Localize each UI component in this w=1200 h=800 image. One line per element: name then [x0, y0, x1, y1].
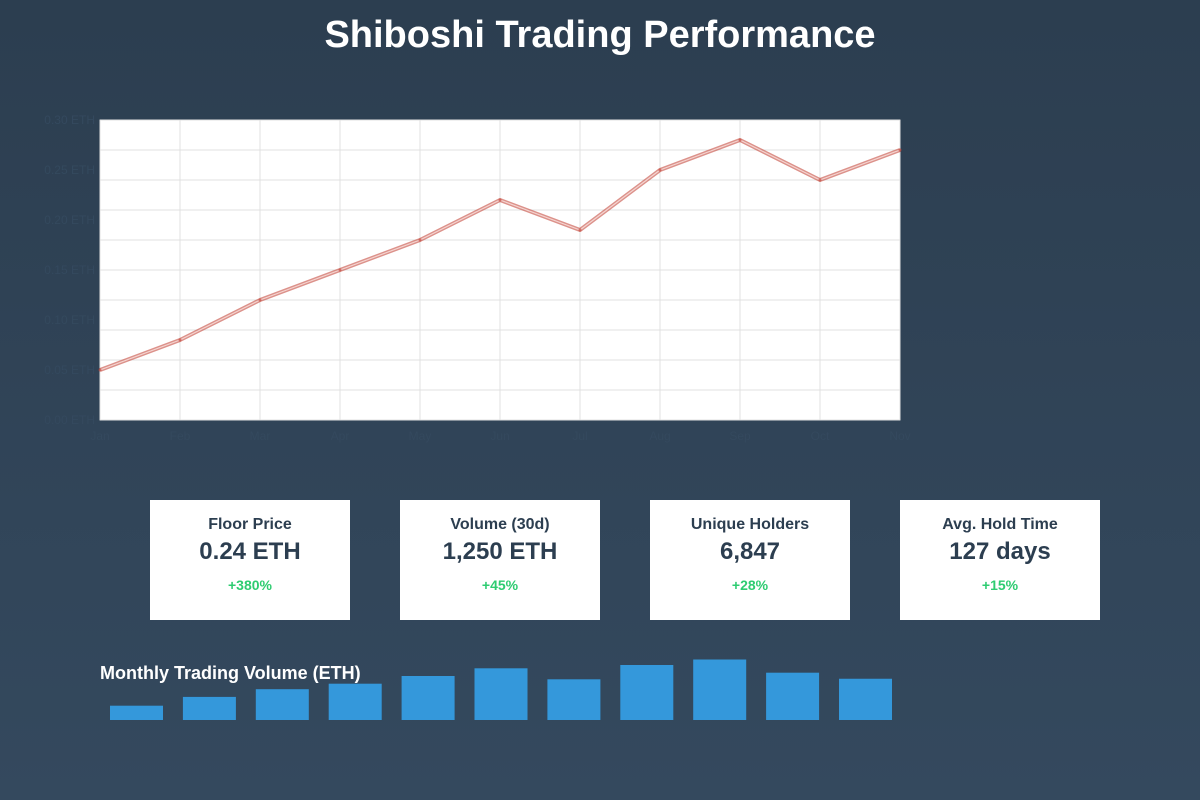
price-point [98, 368, 102, 372]
price-point [578, 228, 582, 232]
stat-label: Volume (30d) [450, 516, 550, 533]
y-tick-label: 0.10 ETH [44, 313, 95, 327]
x-tick-label: Jun [490, 429, 509, 443]
price-line-chart: 0.00 ETH 0.05 ETH 0.10 ETH 0.15 ETH 0.20 ETH… [44, 113, 910, 443]
y-tick-label: 0.20 ETH [44, 213, 95, 227]
stat-value: 0.24 ETH [199, 538, 301, 565]
price-point [658, 168, 662, 172]
x-tick-label: Mar [250, 429, 271, 443]
volume-bar [110, 705, 163, 720]
y-tick-label: 0.25 ETH [44, 163, 95, 177]
x-tick-label: Apr [331, 429, 350, 443]
x-tick-label: Jul [572, 429, 587, 443]
volume-bar [766, 672, 820, 720]
line-chart-plot-area [98, 119, 902, 421]
x-tick-label: Oct [811, 429, 830, 443]
volume-bar [693, 659, 747, 720]
volume-bar [401, 676, 455, 720]
volume-bar [620, 665, 674, 720]
volume-chart-title: Monthly Trading Volume (ETH) [100, 663, 361, 683]
volume-bar [255, 689, 309, 720]
stat-label: Avg. Hold Time [942, 516, 1058, 533]
stat-change: +28% [731, 577, 769, 593]
price-point [178, 338, 182, 342]
x-tick-label: Feb [170, 429, 191, 443]
volume-bar [182, 696, 236, 720]
stat-value: 127 days [949, 538, 1051, 565]
stat-value: 6,847 [719, 538, 781, 565]
price-point [258, 298, 262, 302]
volume-bar [328, 683, 382, 720]
price-point [818, 178, 822, 182]
stat-label: Unique Holders [690, 516, 810, 533]
volume-bar [547, 679, 601, 720]
stat-value: 1,250 ETH [442, 538, 558, 565]
stat-card-volume: Volume (30d) 1,250 ETH +45% [400, 500, 600, 620]
y-tick-label: 0.00 ETH [44, 413, 95, 427]
stat-change: +380% [228, 577, 272, 593]
price-point [498, 198, 502, 202]
volume-bar [839, 678, 892, 720]
price-point [738, 138, 742, 142]
x-tick-label: Aug [649, 429, 670, 443]
x-tick-label: May [409, 429, 432, 443]
y-tick-label: 0.05 ETH [44, 363, 95, 377]
stat-card-floor-price: Floor Price 0.24 ETH +380% [150, 500, 350, 620]
x-tick-label: Jan [90, 429, 109, 443]
y-tick-label: 0.30 ETH [44, 113, 95, 127]
y-axis-ticks: 0.00 ETH 0.05 ETH 0.10 ETH 0.15 ETH 0.20 ETH… [44, 113, 95, 427]
stat-card-unique-holders: Unique Holders 6,847 +28% [650, 500, 850, 620]
price-point [898, 148, 902, 152]
x-tick-label: Nov [889, 429, 910, 443]
stat-change: +45% [481, 577, 519, 593]
x-tick-label: Sep [729, 429, 751, 443]
x-axis-ticks: Jan Feb Mar Apr May Jun Jul Aug Sep Oct Nov [90, 429, 910, 443]
stat-label: Floor Price [208, 516, 292, 533]
y-tick-label: 0.15 ETH [44, 263, 95, 277]
price-point [338, 268, 342, 272]
page-title: Shiboshi Trading Performance [324, 14, 876, 56]
price-point [418, 238, 422, 242]
volume-bar [474, 668, 528, 720]
stat-change: +15% [981, 577, 1019, 593]
stat-card-avg-hold-time: Avg. Hold Time 127 days +15% [900, 500, 1100, 620]
